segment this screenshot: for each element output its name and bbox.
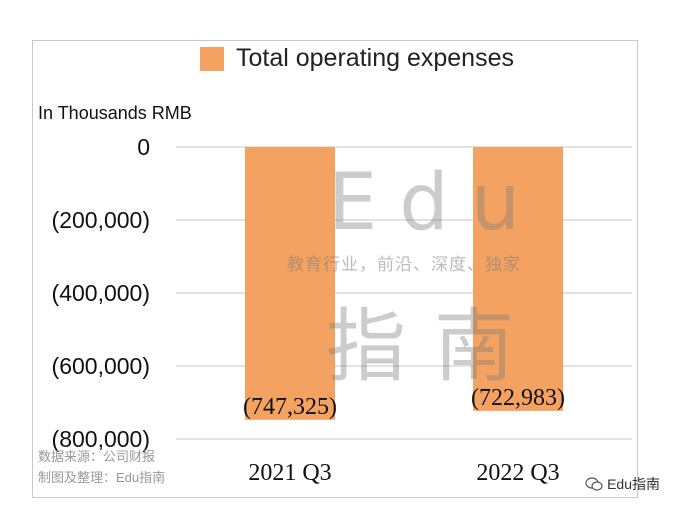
y-tick-label: 0: [137, 134, 150, 160]
legend-label: Total operating expenses: [236, 44, 514, 72]
brand-text: Edu指南: [607, 476, 660, 492]
legend-swatch: [200, 46, 224, 71]
source-line-1: 数据来源：公司财报: [38, 449, 156, 464]
y-tick-label: (400,000): [52, 280, 150, 306]
chart-frame: [32, 40, 638, 498]
unit-label: In Thousands RMB: [38, 103, 192, 123]
bar: [473, 147, 563, 411]
source-line-2: 制图及整理：Edu指南: [38, 470, 166, 485]
legend: Total operating expenses: [200, 44, 514, 73]
x-tick-label: 2021 Q3: [248, 460, 331, 486]
y-tick-label: (200,000): [52, 207, 150, 233]
x-tick-label: 2022 Q3: [476, 460, 559, 486]
y-tick-label: (800,000): [52, 426, 150, 452]
y-tick-label: (600,000): [52, 353, 150, 379]
data-label: (747,325): [243, 394, 337, 420]
brand-badge: Edu指南: [585, 474, 660, 494]
bar: [245, 147, 335, 420]
data-label: (722,983): [471, 385, 565, 411]
wechat-icon: [585, 477, 603, 491]
